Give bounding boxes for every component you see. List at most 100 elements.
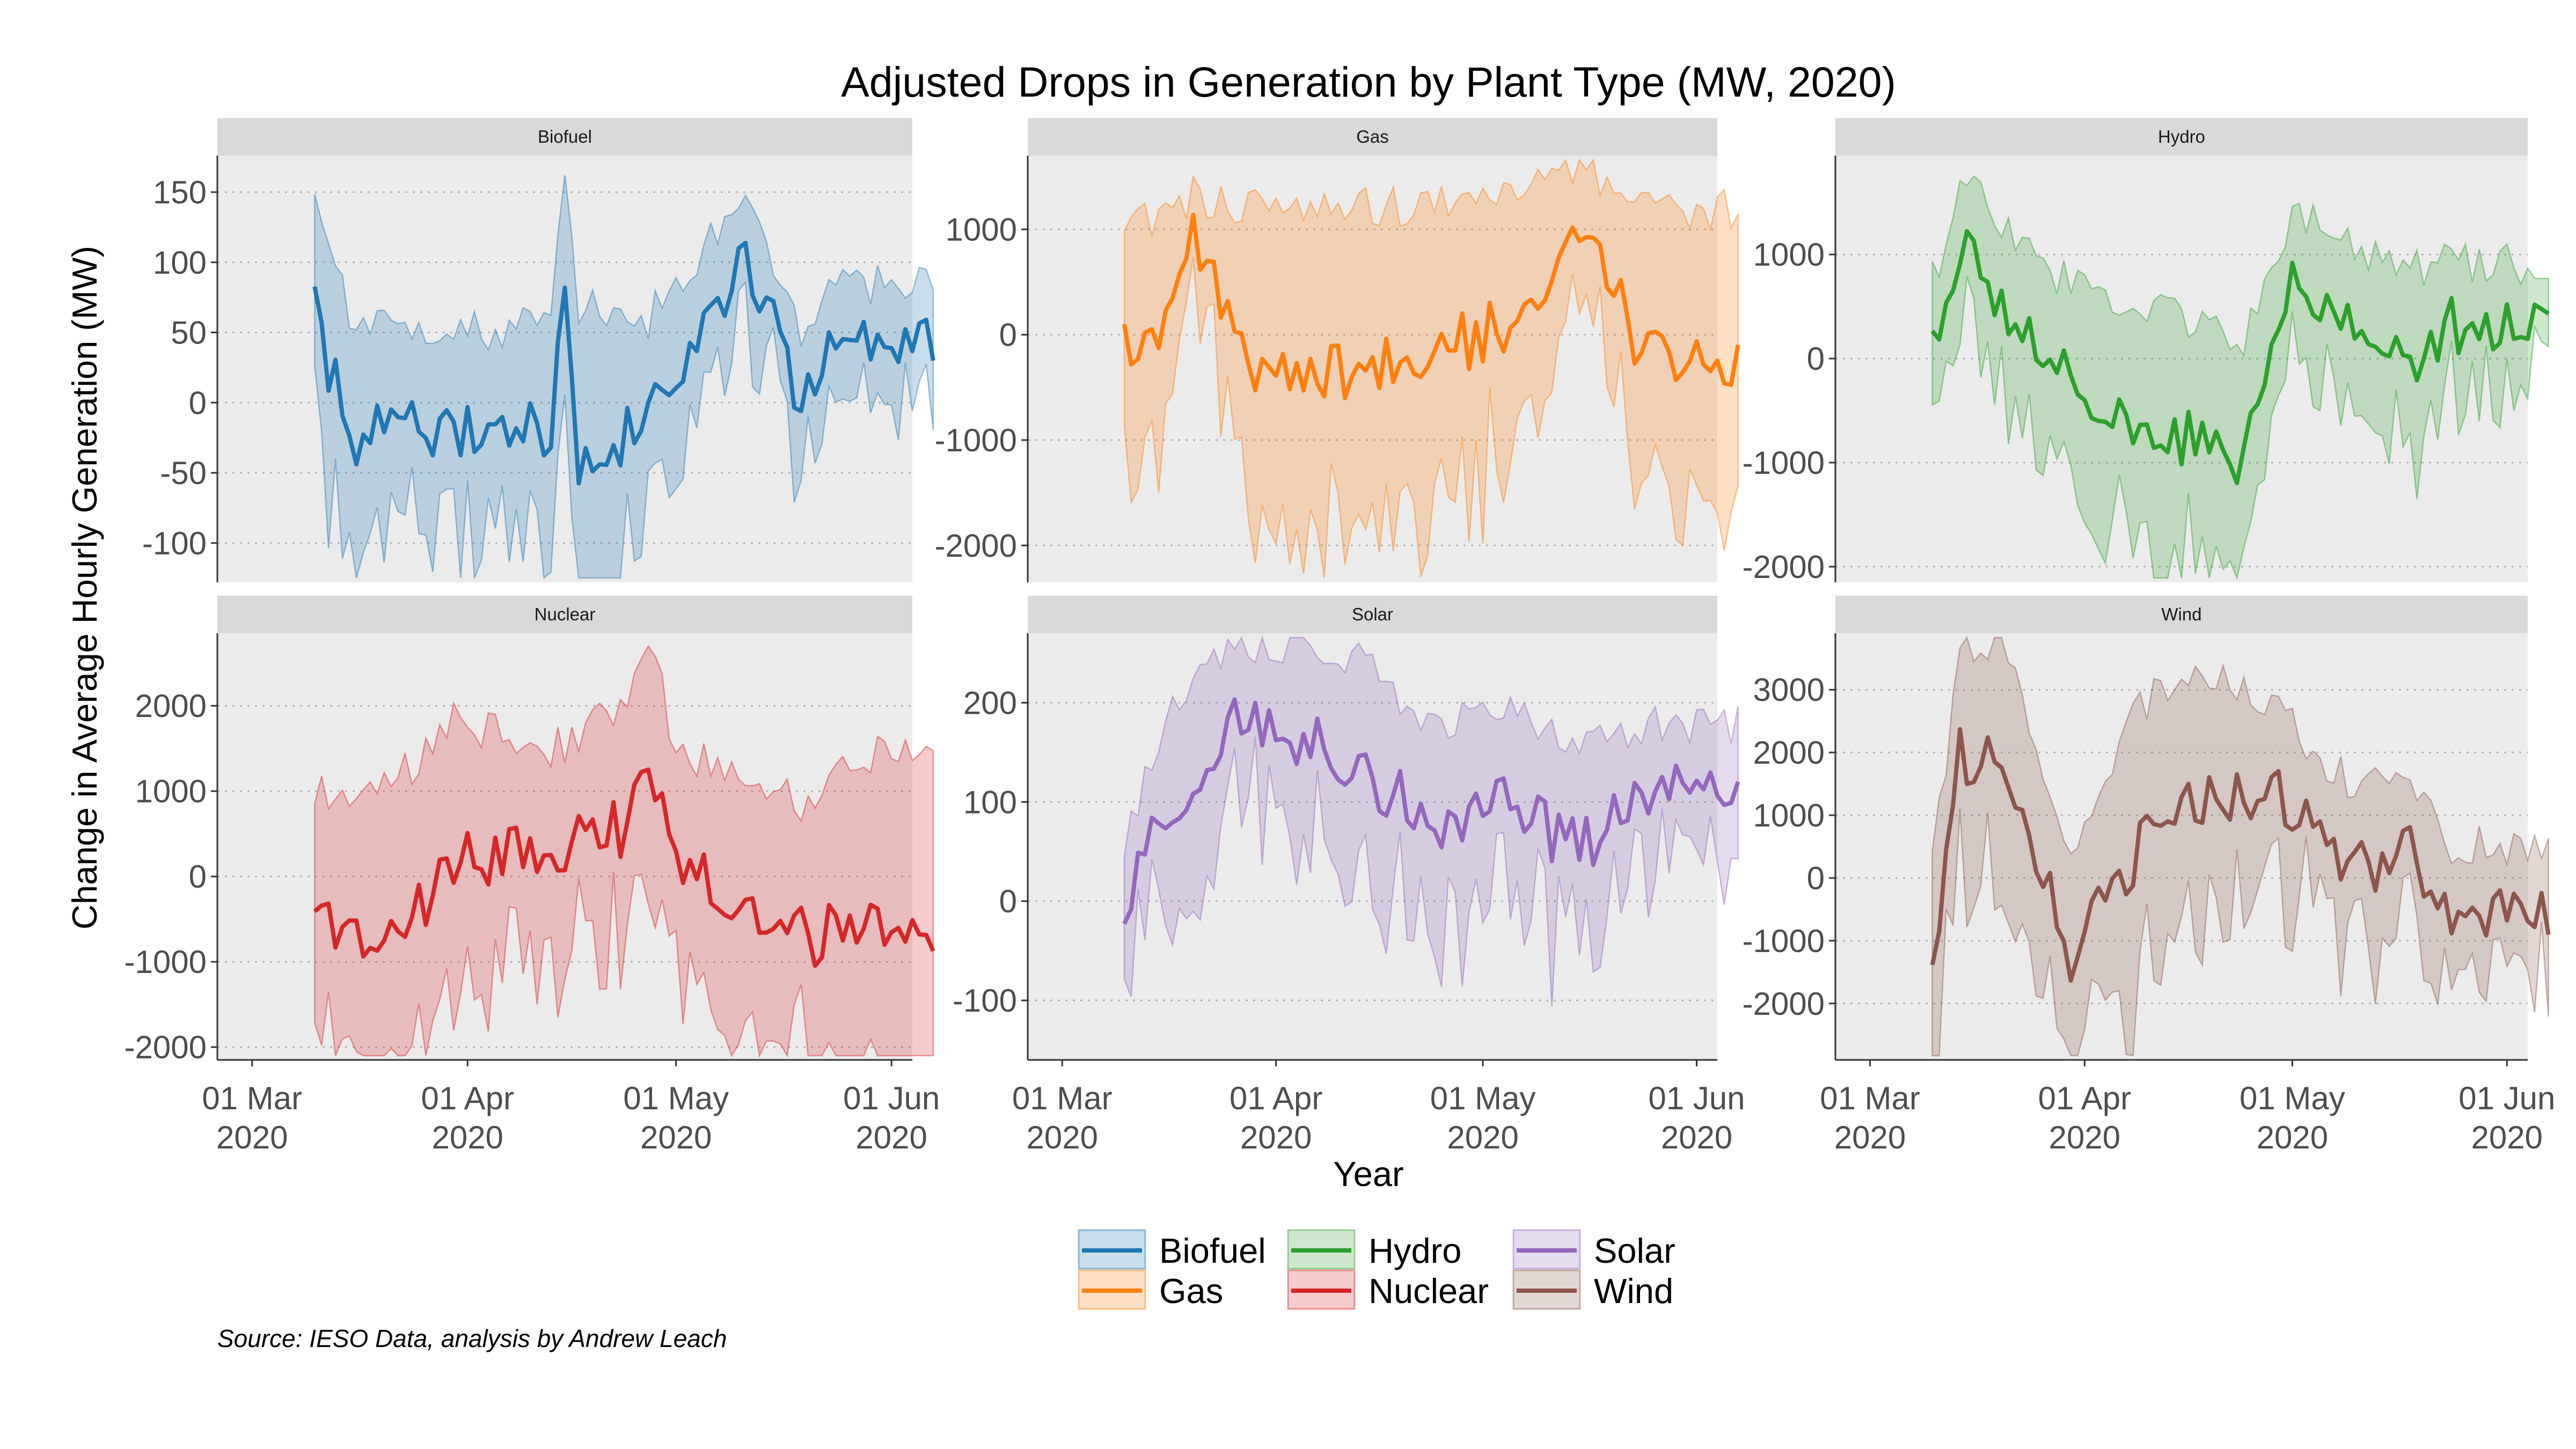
confidence-band [1123, 635, 1739, 1007]
facet-strip [217, 118, 912, 156]
series-line [1122, 697, 1740, 925]
y-tick-label: 100 [153, 245, 207, 281]
y-tick-label: 100 [963, 784, 1017, 820]
facet-strip-label: Hydro [2158, 127, 2205, 147]
y-tick-label: -2000 [125, 1029, 207, 1065]
legend-key-biofuel: Biofuel [1078, 1229, 1266, 1270]
y-tick-label: -100 [953, 983, 1017, 1019]
legend-label: Wind [1594, 1271, 1673, 1311]
x-axis-title: Year [1333, 1154, 1403, 1194]
facet-strip [1835, 596, 2528, 633]
y-tick-label: -100 [142, 525, 207, 561]
y-tick-label: -1000 [935, 422, 1017, 458]
x-tick-label-year: 2020 [2257, 1119, 2328, 1155]
facet-strip [217, 596, 912, 633]
series-line [1930, 727, 2551, 983]
legend-key-nuclear: Nuclear [1287, 1269, 1489, 1311]
x-tick-label: 01 Apr [1230, 1080, 1322, 1116]
x-tick-label-year: 2020 [2471, 1119, 2543, 1155]
confidence-band [1931, 175, 2549, 581]
y-tick-label: 0 [1807, 341, 1825, 377]
y-tick-label: 3000 [1753, 672, 1825, 708]
y-tick-label: -50 [160, 455, 207, 491]
panel-background [1028, 633, 1717, 1060]
y-tick-label: 1000 [135, 773, 207, 809]
source-caption: Source: IESO Data, analysis by Andrew Le… [217, 1324, 727, 1352]
x-tick-label: 01 Mar [1012, 1080, 1113, 1116]
y-tick-label: -2000 [1743, 986, 1825, 1022]
facet-strip [1028, 118, 1717, 156]
y-tick-label: 2000 [135, 688, 207, 724]
x-tick-label-year: 2020 [2049, 1119, 2120, 1155]
legend-key-wind: Wind [1512, 1269, 1673, 1311]
x-tick-label: 01 Jun [2458, 1080, 2555, 1116]
confidence-band [314, 175, 934, 580]
facet-strip-label: Solar [1352, 604, 1393, 624]
panel-biofuel: Biofuel -100 -50 0 50 100 150 [142, 118, 935, 582]
series-line [1122, 213, 1740, 400]
x-tick-label: 01 May [1430, 1080, 1536, 1116]
x-tick-label: 01 Jun [843, 1080, 940, 1116]
panel-background [1028, 156, 1717, 582]
x-tick-label-year: 2020 [1240, 1119, 1312, 1155]
x-tick-label-year: 2020 [1834, 1119, 1906, 1155]
y-tick-label: 0 [1807, 860, 1825, 896]
x-tick-label-year: 2020 [1447, 1119, 1518, 1155]
x-tick-label-year: 2020 [640, 1119, 712, 1155]
x-tick-label: 01 Apr [421, 1080, 514, 1116]
y-tick-label: -1000 [125, 944, 207, 980]
y-tick-label: 0 [999, 883, 1017, 919]
confidence-band [314, 645, 934, 1058]
panel-gas: Gas -2000 -1000 0 1000 [935, 118, 1740, 582]
x-tick-label-year: 2020 [855, 1119, 927, 1155]
y-tick-label: 150 [153, 174, 207, 210]
y-tick-label: 2000 [1753, 735, 1825, 771]
x-tick-label: 01 Mar [202, 1080, 302, 1116]
legend-label: Hydro [1368, 1231, 1461, 1270]
y-tick-label: -1000 [1743, 923, 1825, 959]
facet-strip-label: Gas [1356, 127, 1389, 147]
x-tick-label: 01 May [2240, 1080, 2345, 1116]
confidence-band [1123, 158, 1739, 579]
x-tick-label-year: 2020 [1027, 1119, 1098, 1155]
facet-strip-label: Wind [2161, 604, 2201, 624]
y-tick-label: -2000 [1743, 549, 1825, 585]
confidence-band [1931, 636, 2549, 1057]
y-tick-label: 0 [999, 317, 1017, 353]
y-tick-label: 1000 [1753, 797, 1825, 833]
x-tick-label: 01 Jun [1648, 1080, 1745, 1116]
y-tick-label: -1000 [1743, 445, 1825, 481]
y-axis-title: Change in Average Hourly Generation (MW) [65, 246, 104, 930]
chart-title: Adjusted Drops in Generation by Plant Ty… [841, 58, 1896, 106]
y-tick-label: 50 [171, 315, 207, 351]
legend-label: Nuclear [1368, 1271, 1489, 1311]
panel-background [217, 633, 912, 1060]
y-tick-label: -2000 [935, 528, 1017, 564]
y-tick-label: 0 [189, 385, 207, 421]
panel-hydro: Hydro -2000 -1000 0 1000 [1743, 118, 2550, 585]
series-line [312, 240, 935, 486]
x-tick-label: 01 Apr [2038, 1080, 2131, 1116]
legend-key-solar: Solar [1512, 1229, 1675, 1270]
x-tick-label: 01 May [623, 1080, 729, 1116]
facet-strip-label: Nuclear [535, 604, 596, 624]
x-tick-label-year: 2020 [216, 1119, 288, 1155]
x-tick-label: 01 Mar [1820, 1080, 1920, 1116]
x-tick-label-year: 2020 [431, 1119, 503, 1155]
series-line [313, 767, 935, 968]
y-tick-label: 1000 [1753, 237, 1825, 273]
legend-key-gas: Gas [1078, 1269, 1223, 1311]
legend-label: Biofuel [1159, 1231, 1266, 1270]
facet-strip [1835, 118, 2528, 156]
facet-strip-label: Biofuel [538, 127, 592, 147]
facet-panels: Biofuel-100-50050100150Gas-2000-10000100… [125, 118, 2555, 1155]
y-tick-label: 200 [963, 685, 1017, 721]
x-tick-label-year: 2020 [1661, 1119, 1732, 1155]
series-line [1930, 229, 2550, 486]
y-tick-label: 1000 [946, 211, 1017, 247]
